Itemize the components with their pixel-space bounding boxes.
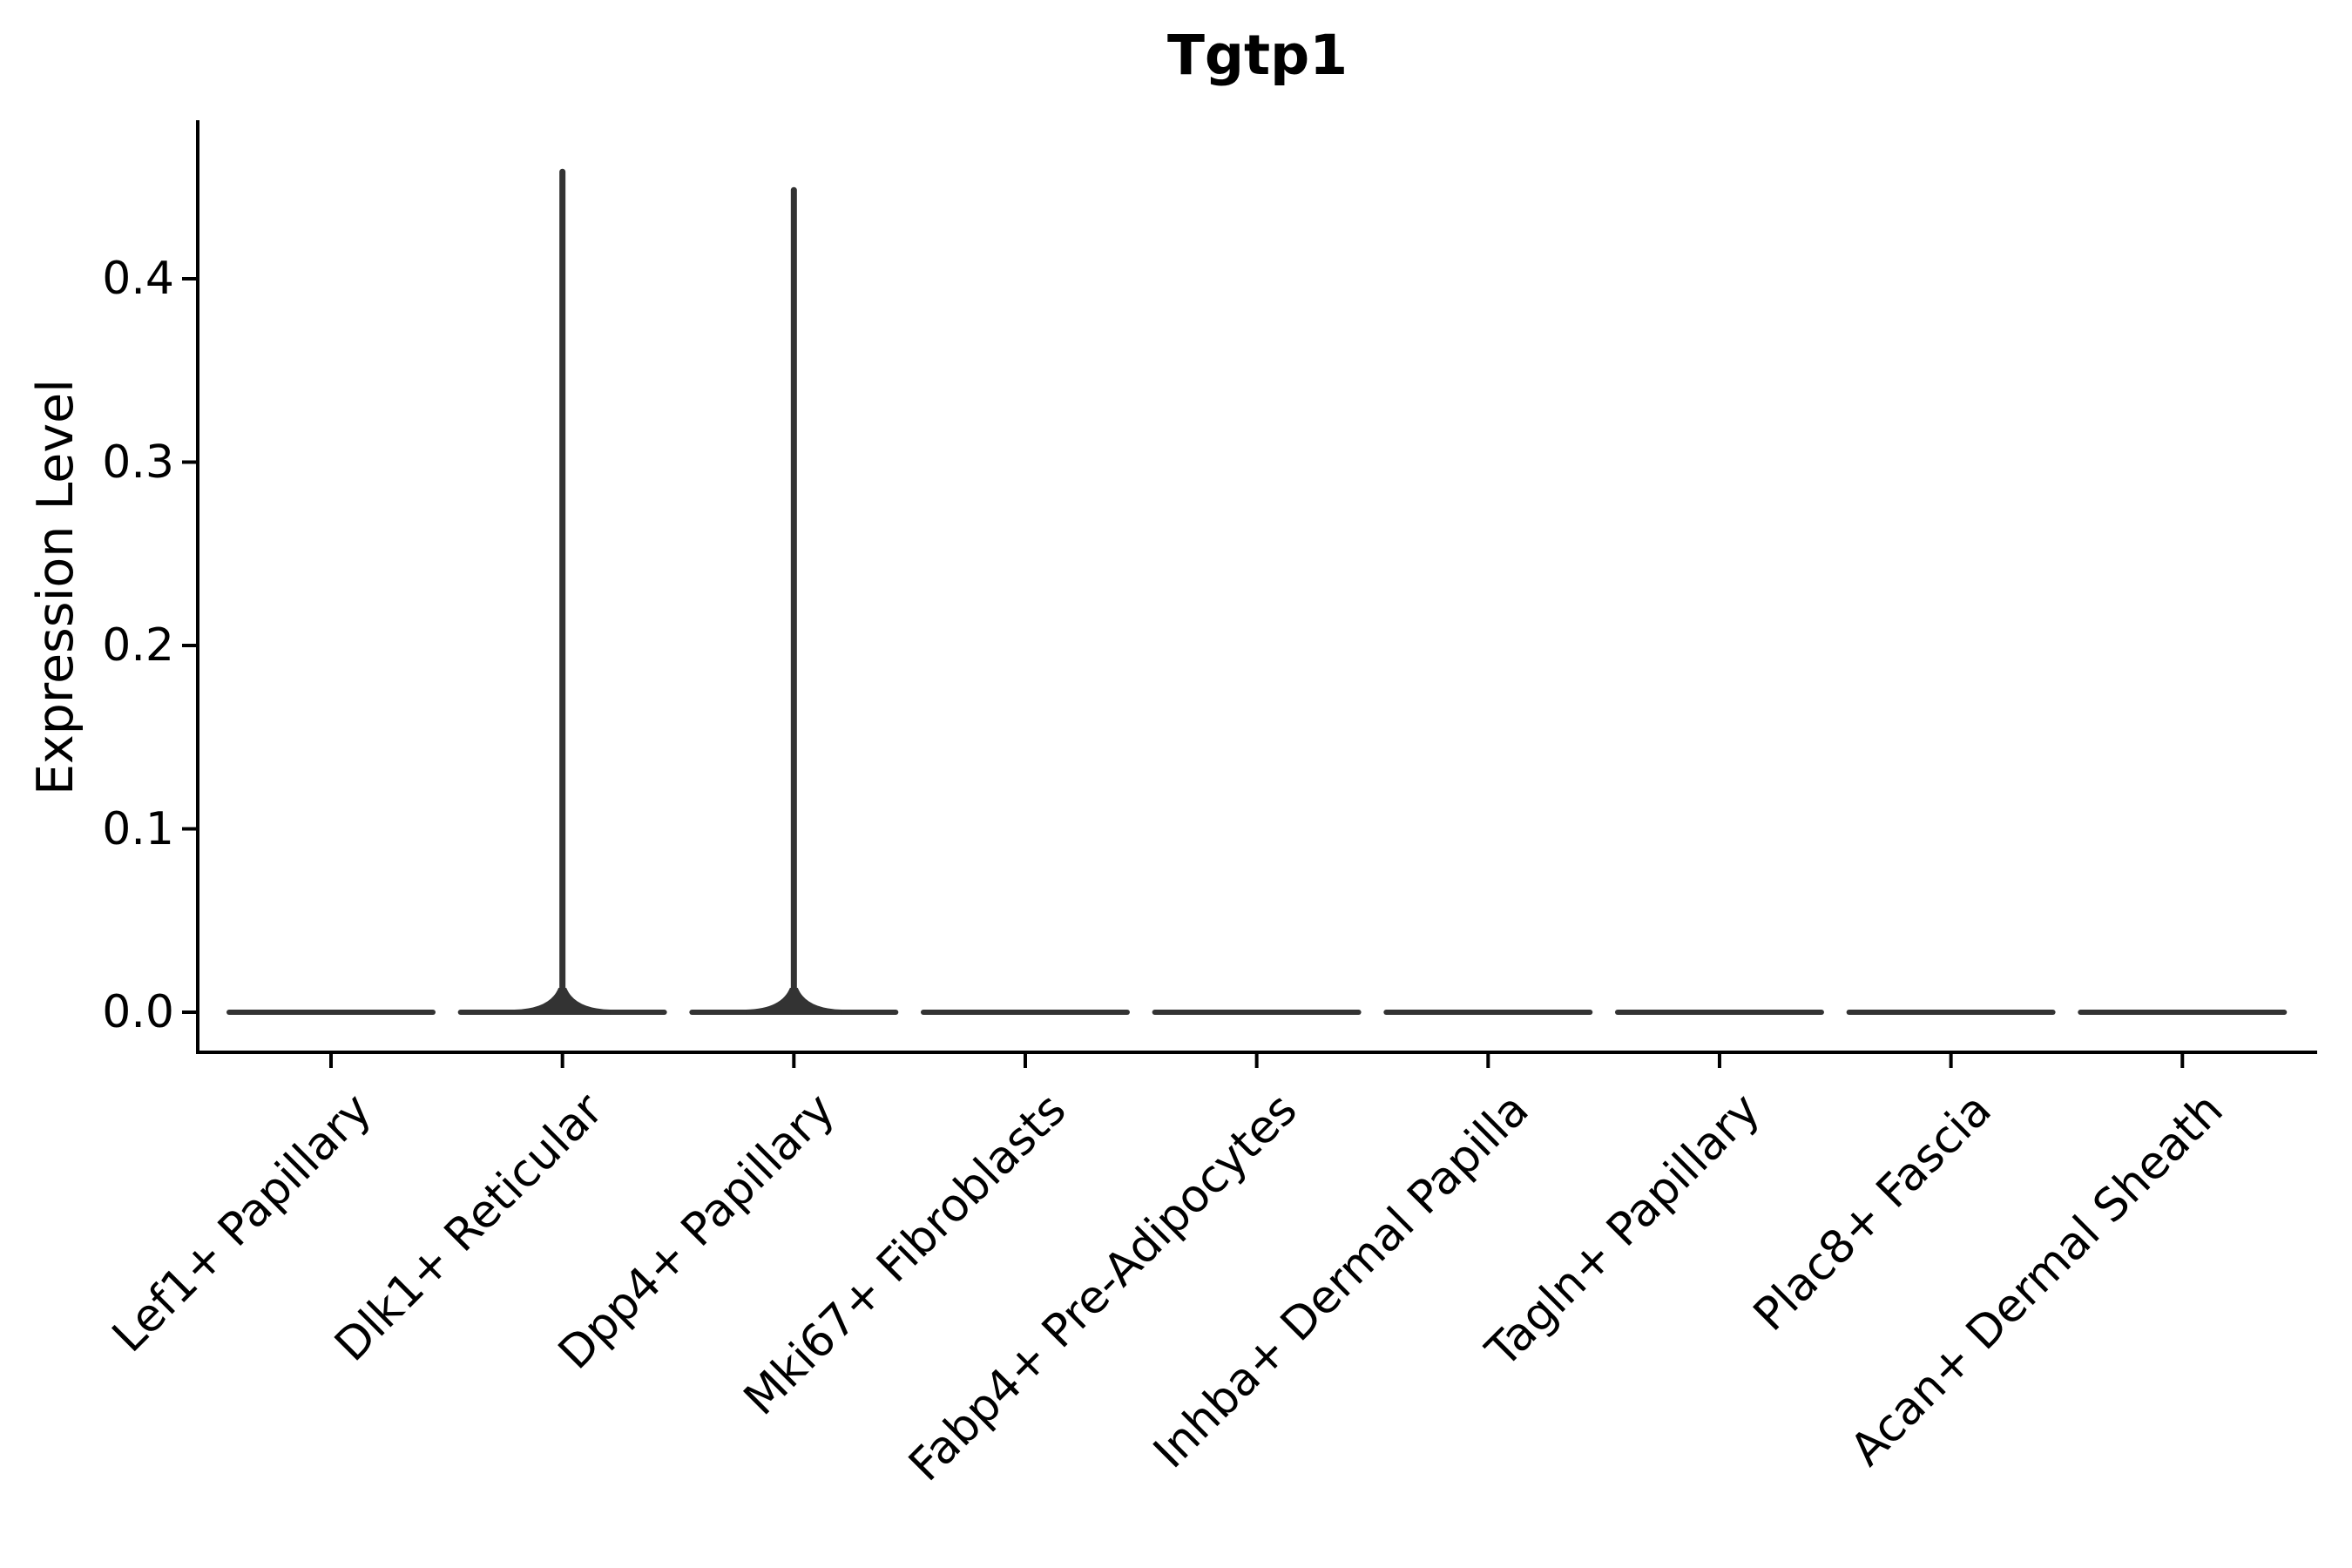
chart-title: Tgtp1 — [1166, 24, 1348, 87]
x-tick-mark — [1023, 1054, 1027, 1068]
x-tick-mark — [1949, 1054, 1953, 1068]
violin-spike — [559, 168, 566, 1012]
y-tick-mark — [182, 460, 196, 464]
y-tick-label: 0.1 — [102, 802, 174, 855]
violin-flare — [514, 988, 611, 1015]
violin-body — [226, 1010, 436, 1015]
violin-flare — [746, 988, 842, 1015]
x-tick-mark — [1486, 1054, 1490, 1068]
x-tick-mark — [2180, 1054, 2185, 1068]
y-tick-mark — [182, 1010, 196, 1014]
violin-body — [1152, 1010, 1362, 1015]
y-axis-spine — [196, 120, 199, 1054]
y-tick-mark — [182, 277, 196, 280]
x-tick-mark — [792, 1054, 796, 1068]
y-tick-label: 0.3 — [102, 436, 174, 489]
y-tick-mark — [182, 644, 196, 647]
x-axis-spine — [196, 1051, 2317, 1054]
x-tick-mark — [1254, 1054, 1259, 1068]
violin-body — [2078, 1010, 2288, 1015]
violin-body — [1846, 1010, 2056, 1015]
x-tick-mark — [560, 1054, 564, 1068]
y-tick-mark — [182, 827, 196, 831]
violin-body — [920, 1010, 1130, 1015]
x-tick-mark — [329, 1054, 333, 1068]
x-tick-mark — [1717, 1054, 1721, 1068]
violin-body — [1383, 1010, 1593, 1015]
y-tick-label: 0.4 — [102, 253, 174, 305]
y-tick-label: 0.0 — [102, 986, 174, 1038]
violin-spike — [790, 186, 797, 1012]
y-tick-label: 0.2 — [102, 619, 174, 672]
violin-body — [1614, 1010, 1824, 1015]
